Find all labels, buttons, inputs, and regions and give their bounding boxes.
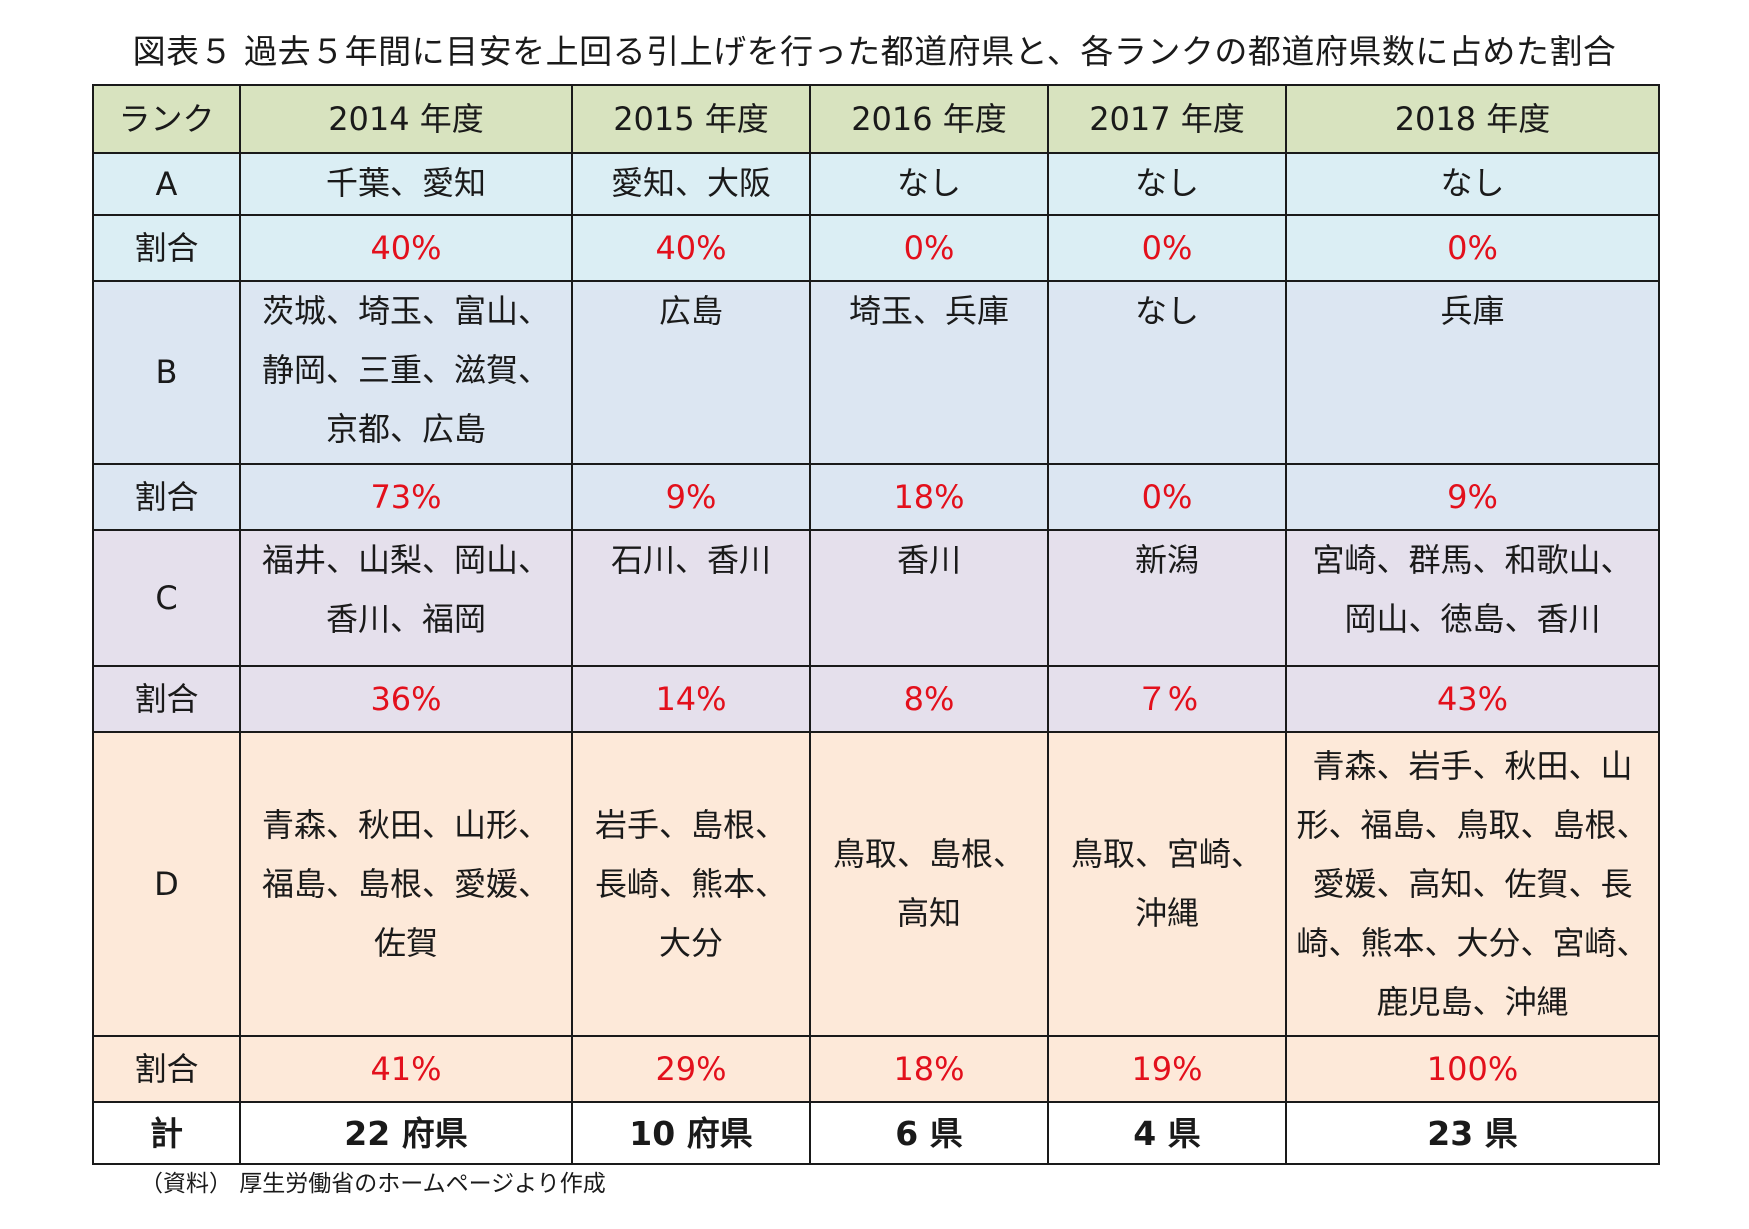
header-rank: ランク [92,84,241,154]
total-cell: 23 県 [1285,1101,1660,1165]
prefecture-cell: 福井、山梨、岡山、 香川、福岡 [239,529,573,667]
ratio-label: 割合 [92,665,241,733]
total-cell: 6 県 [809,1101,1049,1165]
ratio-label: 割合 [92,1035,241,1103]
ratio-cell: 43% [1285,665,1660,733]
ratio-cell: 40% [239,214,573,282]
ratio-cell: 0% [1047,214,1287,282]
ratio-cell: 18% [809,1035,1049,1103]
ratio-cell: 100% [1285,1035,1660,1103]
ratio-cell: 0% [809,214,1049,282]
header-2018: 2018 年度 [1285,84,1660,154]
prefecture-cell: 石川、香川 [571,529,811,667]
ratio-cell: 29% [571,1035,811,1103]
table-row-ratio-c: 割合 36% 14% 8% ７% 43% [92,665,1660,733]
table-row-rank-c: C 福井、山梨、岡山、 香川、福岡 石川、香川 香川 新潟 宮崎、群馬、和歌山、岡… [92,529,1660,667]
rank-label: B [92,280,241,465]
ratio-label: 割合 [92,463,241,531]
ratio-cell: 40% [571,214,811,282]
table-row-ratio-d: 割合 41% 29% 18% 19% 100% [92,1035,1660,1103]
ratio-cell: 18% [809,463,1049,531]
prefecture-cell: 千葉、愛知 [239,152,573,216]
ratio-cell: ７% [1047,665,1287,733]
prefecture-cell: 茨城、埼玉、富山、 静岡、三重、滋賀、 京都、広島 [239,280,573,465]
ratio-cell: 14% [571,665,811,733]
prefecture-cell: なし [1285,152,1660,216]
prefecture-cell: 鳥取、宮崎、 沖縄 [1047,731,1287,1037]
prefecture-cell: なし [1047,280,1287,465]
ratio-cell: 9% [1285,463,1660,531]
table-row-rank-d: D 青森、秋田、山形、 福島、島根、愛媛、 佐賀 岩手、島根、 長崎、熊本、 大分 鳥取… [92,731,1660,1037]
prefecture-cell: 青森、岩手、秋田、山 形、福島、鳥取、島根、 愛媛、高知、佐賀、長 崎、熊本、大分、宮… [1285,731,1660,1037]
prefecture-cell: なし [809,152,1049,216]
ratio-cell: 9% [571,463,811,531]
prefecture-cell: 広島 [571,280,811,465]
ratio-cell: 0% [1047,463,1287,531]
header-2017: 2017 年度 [1047,84,1287,154]
ratio-cell: 41% [239,1035,573,1103]
header-2016: 2016 年度 [809,84,1049,154]
prefecture-cell: 青森、秋田、山形、 福島、島根、愛媛、 佐賀 [239,731,573,1037]
prefecture-cell: 香川 [809,529,1049,667]
source-note: （資料） 厚生労働省のホームページより作成 [140,1171,606,1197]
rank-label: D [92,731,241,1037]
ratio-cell: 19% [1047,1035,1287,1103]
total-cell: 4 県 [1047,1101,1287,1165]
prefecture-cell: 愛知、大阪 [571,152,811,216]
rank-label: A [92,152,241,216]
table-row-ratio-b: 割合 73% 9% 18% 0% 9% [92,463,1660,531]
prefecture-cell: 岩手、島根、 長崎、熊本、 大分 [571,731,811,1037]
table-row-ratio-a: 割合 40% 40% 0% 0% 0% [92,214,1660,282]
header-2014: 2014 年度 [239,84,573,154]
prefecture-cell: 兵庫 [1285,280,1660,465]
prefecture-rank-table: ランク 2014 年度 2015 年度 2016 年度 2017 年度 2018… [92,84,1660,1165]
prefecture-cell: 宮崎、群馬、和歌山、 岡山、徳島、香川 [1285,529,1660,667]
table-row-rank-b: B 茨城、埼玉、富山、 静岡、三重、滋賀、 京都、広島 広島 埼玉、兵庫 なし 兵庫 [92,280,1660,465]
ratio-cell: 36% [239,665,573,733]
prefecture-cell: 新潟 [1047,529,1287,667]
table-row-total: 計 22 府県 10 府県 6 県 4 県 23 県 [92,1101,1660,1165]
ratio-label: 割合 [92,214,241,282]
ratio-cell: 8% [809,665,1049,733]
figure-title: 図表５ 過去５年間に目安を上回る引上げを行った都道府県と、各ランクの都道府県数に… [132,32,1617,71]
table-header-row: ランク 2014 年度 2015 年度 2016 年度 2017 年度 2018… [92,84,1660,154]
ratio-cell: 0% [1285,214,1660,282]
prefecture-cell: なし [1047,152,1287,216]
header-2015: 2015 年度 [571,84,811,154]
total-cell: 22 府県 [239,1101,573,1165]
ratio-cell: 73% [239,463,573,531]
rank-label: C [92,529,241,667]
total-label: 計 [92,1101,241,1165]
table-row-rank-a: A 千葉、愛知 愛知、大阪 なし なし なし [92,152,1660,216]
total-cell: 10 府県 [571,1101,811,1165]
prefecture-cell: 鳥取、島根、 高知 [809,731,1049,1037]
prefecture-cell: 埼玉、兵庫 [809,280,1049,465]
